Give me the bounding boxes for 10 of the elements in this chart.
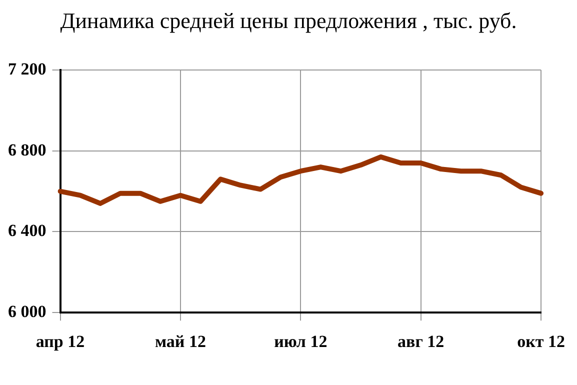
y-tick-label: 6 400 — [8, 221, 46, 240]
y-tick-label: 6 000 — [8, 302, 46, 321]
y-tick-label: 6 800 — [8, 140, 46, 160]
x-tick-label: апр 12 — [36, 332, 85, 352]
y-tick-label: 7 200 — [8, 59, 46, 78]
x-tick-label: май 12 — [154, 332, 206, 352]
x-tick-label: окт 12 — [517, 332, 566, 352]
chart-title: Динамика средней цены предложения , тыс. руб. — [59, 8, 518, 34]
x-tick-label: июл 12 — [274, 332, 328, 352]
x-tick-label: авг 12 — [398, 332, 444, 352]
